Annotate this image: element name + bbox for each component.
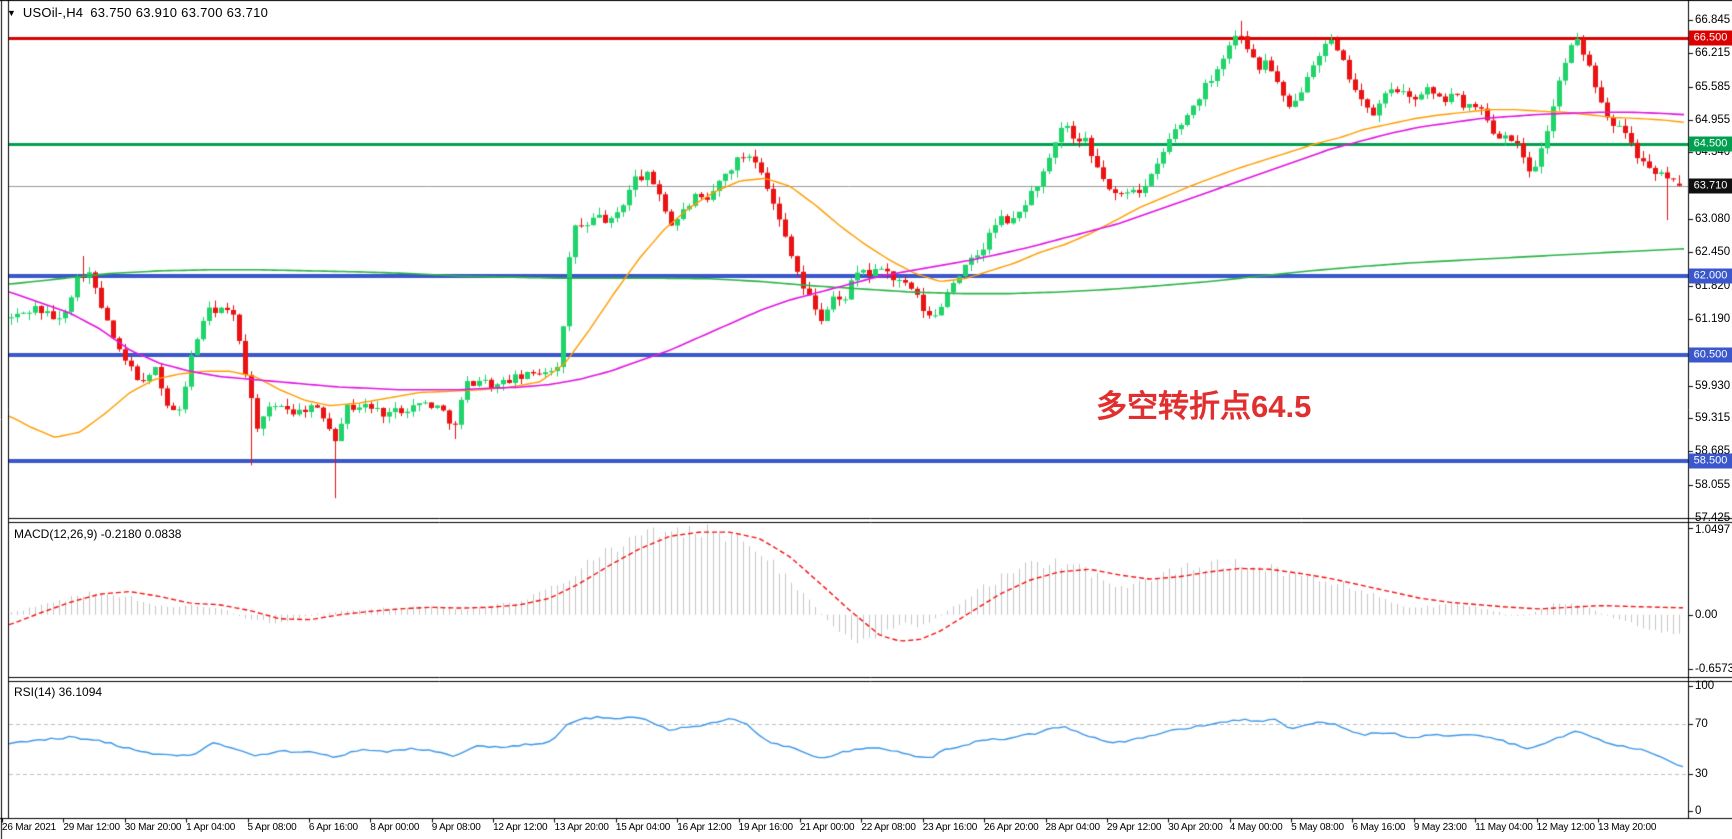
time-tick-label: 23 Apr 16:00: [922, 822, 978, 833]
price-tick-label: 65.585: [1695, 80, 1731, 93]
price-tick-label: 63.080: [1695, 213, 1731, 226]
annotation-text: 多空转折点64.5: [1096, 389, 1312, 424]
time-tick-label: 16 Apr 12:00: [677, 822, 732, 833]
time-tick-label: 28 Apr 04:00: [1045, 822, 1101, 833]
price-tick-label: 66.845: [1695, 14, 1731, 26]
time-tick-label: 9 May 23:00: [1413, 822, 1467, 833]
rsi-indicator-label: RSI(14) 36.1094: [14, 685, 103, 699]
time-tick-label: 29 Apr 12:00: [1106, 822, 1162, 833]
time-tick-label: 29 Mar 12:00: [63, 822, 120, 833]
time-tick-label: 30 Mar 20:00: [124, 822, 182, 833]
time-tick-label: 9 Apr 08:00: [431, 822, 481, 833]
price-level-badge: 66.500: [1689, 30, 1732, 46]
macd-tick-label: 1.0497: [1695, 524, 1731, 536]
time-tick-label: 21 Apr 00:00: [800, 822, 855, 833]
time-tick-label: 5 Apr 08:00: [247, 822, 297, 833]
price-tick-label: 61.190: [1695, 312, 1731, 325]
time-tick-label: 6 Apr 16:00: [308, 822, 358, 833]
price-tick-label: 66.215: [1695, 47, 1731, 60]
chart-title-bar: ▼ USOil-,H4 63.750 63.910 63.700 63.710: [7, 5, 268, 20]
time-tick-label: 30 Apr 20:00: [1168, 822, 1223, 833]
time-tick-label: 8 Apr 00:00: [370, 822, 420, 833]
time-tick-label: 11 May 04:00: [1475, 822, 1533, 833]
time-tick-label: 12 May 12:00: [1536, 822, 1595, 833]
price-level-badge: 64.500: [1689, 136, 1732, 152]
price-tick-label: 62.450: [1695, 246, 1731, 259]
macd-tick-label: 0.00: [1695, 608, 1718, 621]
price-tick-label: 64.955: [1695, 113, 1731, 126]
time-tick-label: 1 Apr 04:00: [186, 822, 236, 833]
time-tick-label: 12 Apr 12:00: [493, 822, 548, 833]
rsi-tick-label: 100: [1695, 680, 1715, 692]
price-level-badge: 63.710: [1689, 178, 1732, 194]
time-tick-label: 22 Apr 08:00: [861, 822, 916, 833]
rsi-tick-label: 30: [1695, 767, 1708, 780]
time-tick-label: 4 May 00:00: [1229, 822, 1283, 833]
price-level-badge: 62.000: [1689, 268, 1732, 284]
rsi-tick-label: 0: [1695, 805, 1702, 817]
time-tick-label: 5 May 08:00: [1291, 822, 1344, 833]
price-level-badge: 58.500: [1689, 453, 1732, 469]
time-tick-label: 19 Apr 16:00: [738, 822, 794, 833]
price-tick-label: 59.315: [1695, 412, 1731, 425]
time-tick-label: 26 Mar 2021: [2, 822, 56, 833]
rsi-tick-label: 70: [1695, 717, 1708, 730]
time-tick-label: 6 May 16:00: [1352, 822, 1406, 833]
macd-indicator-label: MACD(12,26,9) -0.2180 0.0838: [14, 527, 182, 541]
time-tick-label: 15 Apr 04:00: [615, 822, 671, 833]
ohlc-quote-label: 63.750 63.910 63.700 63.710: [90, 5, 269, 20]
macd-tick-label: -0.6573: [1695, 663, 1732, 675]
price-tick-label: 58.055: [1695, 478, 1731, 491]
price-tick-label: 59.930: [1695, 379, 1731, 392]
time-tick-label: 13 May 20:00: [1598, 822, 1657, 833]
price-level-badge: 60.500: [1689, 347, 1732, 363]
symbol-dropdown-icon[interactable]: ▼: [7, 8, 16, 18]
symbol-period-label: USOil-,H4: [22, 5, 84, 20]
time-tick-label: 13 Apr 20:00: [554, 822, 609, 833]
price-tick-label: 57.425: [1695, 512, 1731, 524]
time-tick-label: 26 Apr 20:00: [984, 822, 1039, 833]
